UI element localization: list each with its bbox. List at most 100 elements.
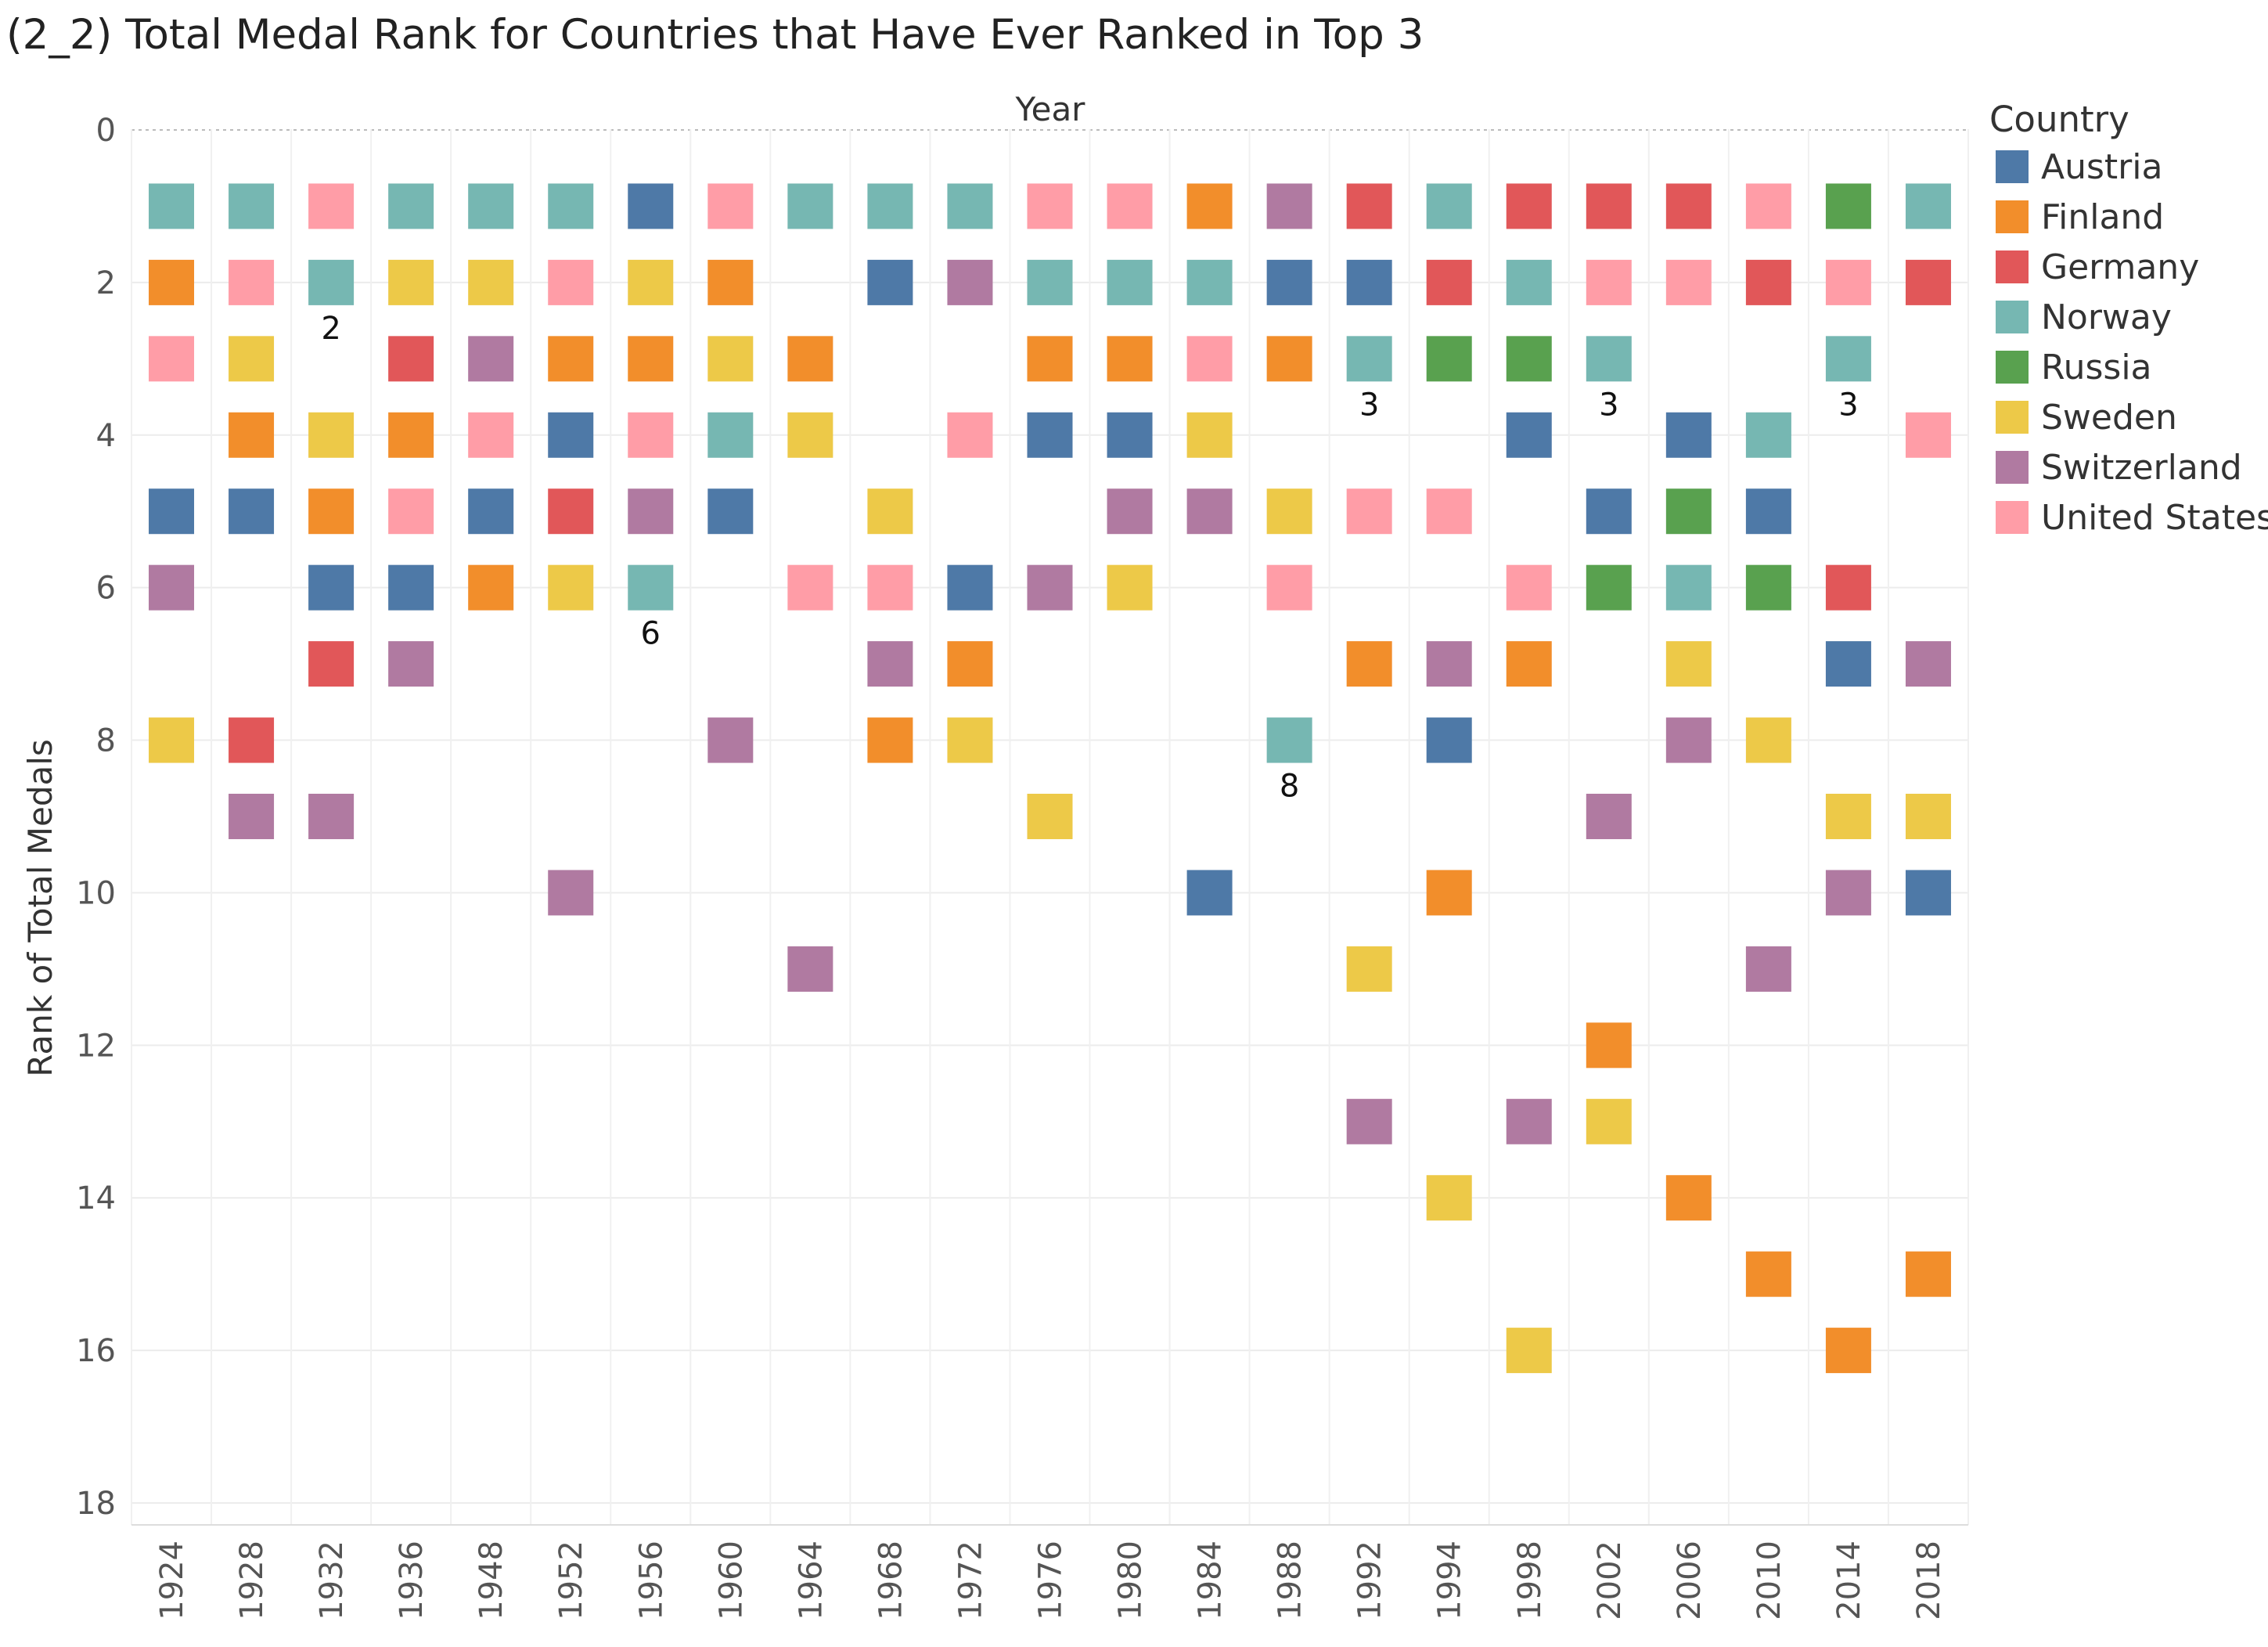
- mark-united-states-1988: [1266, 564, 1312, 611]
- mark-sweden-2014: [1825, 794, 1871, 839]
- mark-united-states-2014: [1825, 259, 1871, 305]
- y-tick-label: 16: [76, 1333, 116, 1369]
- legend: Country Austria Finland Germany Norway Russi…: [1989, 99, 2268, 538]
- mark-germany-1952: [548, 488, 594, 535]
- mark-finland-1980: [1107, 336, 1153, 382]
- mark-austria-2018: [1905, 870, 1951, 916]
- x-tick-label: 1932: [314, 1541, 350, 1620]
- mark-switzerland-1988: [1266, 183, 1312, 229]
- x-tick-label: 2010: [1751, 1541, 1787, 1620]
- mark-united-states-1980: [1107, 183, 1153, 229]
- mark-finland-2002: [1586, 1022, 1632, 1069]
- mark-united-states-1998: [1506, 564, 1552, 611]
- mark-united-states-1956: [628, 412, 674, 458]
- mark-sweden-1988: [1266, 488, 1312, 535]
- legend-title: Country: [1989, 99, 2129, 140]
- mark-austria-1976: [1027, 412, 1073, 458]
- mark-finland-1992: [1346, 641, 1392, 687]
- mark-switzerland-1948: [468, 336, 514, 382]
- mark-united-states-2018: [1905, 412, 1951, 458]
- mark-norway-1992: [1346, 336, 1392, 382]
- annotation-1992: 3: [1359, 387, 1379, 423]
- mark-sweden-1928: [229, 336, 275, 382]
- annotations: 2 6 8 3 3 3: [321, 311, 1858, 805]
- mark-norway-2006: [1665, 564, 1712, 611]
- legend-label: Germany: [2041, 247, 2199, 287]
- mark-united-states-1984: [1186, 336, 1233, 382]
- mark-germany-2018: [1905, 259, 1951, 305]
- x-tick-label: 1924: [154, 1541, 190, 1620]
- legend-swatch: [1996, 401, 2029, 434]
- x-tick-label: 1964: [793, 1541, 829, 1620]
- mark-finland-1924: [149, 259, 195, 305]
- mark-austria-1994: [1426, 717, 1472, 763]
- x-tick-label: 1936: [394, 1541, 430, 1620]
- mark-finland-1964: [787, 336, 833, 382]
- y-tick-label: 4: [96, 418, 116, 454]
- x-tick-label: 1956: [633, 1541, 669, 1620]
- mark-austria-1984: [1186, 870, 1233, 916]
- mark-finland-2018: [1905, 1251, 1951, 1297]
- mark-austria-1960: [707, 488, 754, 535]
- mark-sweden-2010: [1745, 717, 1791, 763]
- mark-united-states-1924: [149, 336, 195, 382]
- mark-sweden-1984: [1186, 412, 1233, 458]
- mark-united-states-1936: [388, 488, 434, 535]
- x-tick-label: 1968: [873, 1541, 909, 1620]
- mark-sweden-1964: [787, 412, 833, 458]
- mark-austria-1924: [149, 488, 195, 535]
- mark-united-states-2006: [1665, 259, 1712, 305]
- mark-norway-1960: [707, 412, 754, 458]
- mark-norway-1976: [1027, 259, 1073, 305]
- mark-austria-1956: [628, 183, 674, 229]
- mark-finland-2014: [1825, 1328, 1871, 1374]
- mark-finland-2010: [1745, 1251, 1791, 1297]
- y-tick-label: 6: [96, 571, 116, 607]
- mark-russia-2014: [1825, 183, 1871, 229]
- mark-russia-1994: [1426, 336, 1472, 382]
- x-tick-label: 2006: [1672, 1541, 1708, 1620]
- x-axis-title: Year: [1015, 90, 1086, 128]
- mark-switzerland-2002: [1586, 794, 1632, 839]
- mark-finland-1948: [468, 564, 514, 611]
- annotation-2002: 3: [1599, 387, 1618, 423]
- mark-norway-1948: [468, 183, 514, 229]
- mark-norway-2014: [1825, 336, 1871, 382]
- y-tick-label: 10: [76, 875, 116, 911]
- mark-switzerland-1968: [867, 641, 913, 687]
- mark-germany-2006: [1665, 183, 1712, 229]
- mark-germany-1998: [1506, 183, 1552, 229]
- x-tick-label: 1972: [952, 1541, 988, 1620]
- mark-united-states-1992: [1346, 488, 1392, 535]
- legend-label: Sweden: [2041, 398, 2177, 438]
- mark-finland-1960: [707, 259, 754, 305]
- mark-united-states-1994: [1426, 488, 1472, 535]
- annotation-1988: 8: [1280, 769, 1299, 805]
- mark-switzerland-1952: [548, 870, 594, 916]
- mark-finland-1928: [229, 412, 275, 458]
- mark-austria-2006: [1665, 412, 1712, 458]
- mark-switzerland-1994: [1426, 641, 1472, 687]
- mark-austria-1928: [229, 488, 275, 535]
- mark-germany-2002: [1586, 183, 1632, 229]
- mark-austria-1968: [867, 259, 913, 305]
- mark-sweden-1980: [1107, 564, 1153, 611]
- mark-united-states-1964: [787, 564, 833, 611]
- chart-title: (2_2) Total Medal Rank for Countries tha…: [6, 11, 1424, 59]
- mark-austria-1972: [947, 564, 993, 611]
- mark-austria-2010: [1745, 488, 1791, 535]
- x-tick-label: 1952: [553, 1541, 589, 1620]
- x-tick-label: 1992: [1352, 1541, 1388, 1620]
- mark-sweden-1960: [707, 336, 754, 382]
- mark-sweden-1994: [1426, 1175, 1472, 1221]
- y-tick-label: 14: [76, 1180, 116, 1216]
- mark-switzerland-1980: [1107, 488, 1153, 535]
- mark-finland-1994: [1426, 870, 1472, 916]
- mark-austria-1992: [1346, 259, 1392, 305]
- mark-germany-1936: [388, 336, 434, 382]
- mark-norway-2002: [1586, 336, 1632, 382]
- mark-norway-1928: [229, 183, 275, 229]
- mark-norway-1972: [947, 183, 993, 229]
- mark-sweden-1998: [1506, 1328, 1552, 1374]
- mark-switzerland-1976: [1027, 564, 1073, 611]
